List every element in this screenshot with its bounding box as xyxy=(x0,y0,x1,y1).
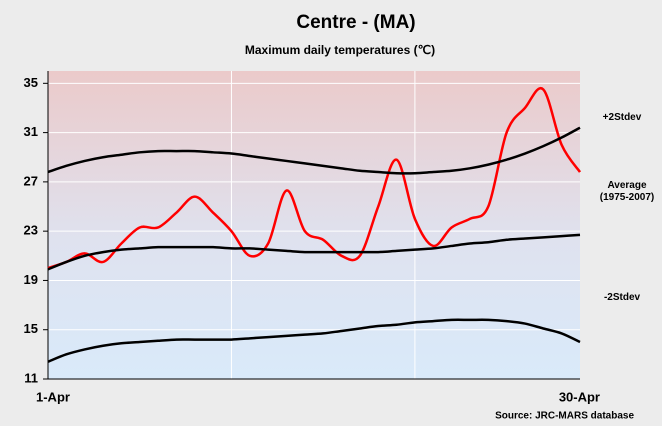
chart-subtitle: Maximum daily temperatures (℃) xyxy=(245,43,435,57)
series-line xyxy=(47,318,581,363)
y-tick-label: 23 xyxy=(24,223,38,238)
series-line xyxy=(47,126,581,175)
x-tick-label: 1-Apr xyxy=(36,389,70,404)
legend-label: -2Stdev xyxy=(603,292,641,303)
y-tick-label: 19 xyxy=(24,272,38,287)
y-tick-label: 11 xyxy=(24,370,38,385)
plot-area xyxy=(48,71,580,379)
y-tick-label: 31 xyxy=(24,124,38,139)
legend-label: +2Stdev xyxy=(602,112,642,123)
source: Source: JRC-MARS database xyxy=(495,411,634,422)
chart-title: Centre - (MA) xyxy=(296,12,415,33)
series-line xyxy=(47,86,582,270)
series-line xyxy=(47,233,581,271)
legend-label: Average (1975-2007) xyxy=(599,180,655,203)
y-tick-label: 27 xyxy=(24,173,38,188)
x-tick-label: 30-Apr xyxy=(559,389,600,404)
y-tick-label: 35 xyxy=(24,75,38,90)
y-tick-label: 15 xyxy=(24,321,38,336)
